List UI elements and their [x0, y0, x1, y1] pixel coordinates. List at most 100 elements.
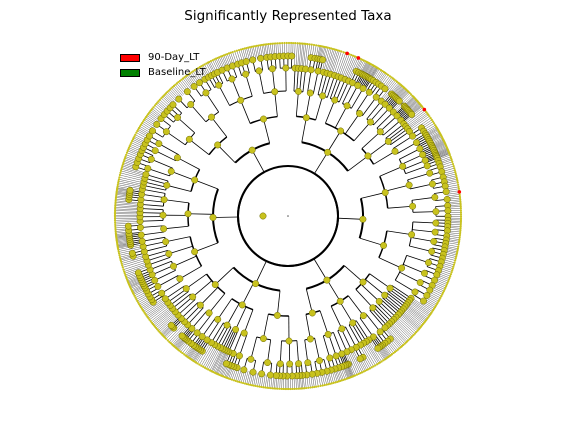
legend: 90-Day_LT Baseline_LT	[120, 50, 206, 80]
leaf-branch	[118, 182, 143, 188]
leaf-node	[459, 207, 462, 210]
leaf-node	[307, 386, 310, 389]
taxon-node	[391, 147, 399, 155]
leaf-branch	[337, 52, 346, 77]
clade-branch	[329, 76, 339, 99]
leaf-node	[355, 373, 358, 376]
taxon-node	[332, 352, 340, 360]
clade-branch	[245, 74, 253, 97]
taxon-node	[420, 297, 427, 305]
taxon-node	[144, 165, 152, 172]
leaf-branch	[155, 311, 176, 329]
leaf-node	[140, 121, 144, 125]
leaf-node	[378, 68, 381, 71]
taxon-node	[416, 279, 424, 286]
leaf-node	[250, 384, 254, 387]
leaf-branch	[263, 374, 266, 388]
leaf-node	[113, 211, 117, 214]
leaf-node	[451, 269, 454, 272]
leaf-node	[359, 372, 362, 375]
leaf-node	[452, 165, 455, 168]
leaf-node	[287, 41, 291, 45]
taxon-node	[247, 355, 255, 363]
clade-branch	[143, 184, 166, 191]
clade-branch	[148, 256, 171, 266]
clade-branch	[214, 324, 227, 345]
leaf-node	[253, 45, 257, 48]
clade-branch	[313, 258, 328, 281]
clade-branch	[276, 290, 281, 316]
leaf-node	[114, 201, 117, 204]
leaf-branch	[386, 326, 404, 346]
taxon-node	[431, 228, 439, 236]
taxon-node	[151, 147, 159, 155]
leaf-branch	[215, 350, 227, 374]
leaf-node	[289, 387, 292, 391]
taxon-node	[386, 284, 394, 292]
taxon-node	[211, 281, 219, 289]
leaf-node	[303, 42, 306, 45]
leaf-node	[193, 69, 196, 72]
taxon-node	[374, 344, 382, 352]
clade-branch	[337, 217, 363, 220]
leaf-node	[403, 342, 406, 345]
leaf-node	[260, 385, 263, 389]
leaf-node	[396, 348, 399, 351]
clade-branch	[360, 284, 380, 302]
clade-branch	[353, 121, 371, 142]
leaf-node	[455, 253, 458, 257]
clade-branch	[382, 297, 401, 314]
clade-branch	[218, 84, 230, 106]
leaf-node	[224, 53, 227, 56]
clade-branch	[390, 286, 410, 301]
taxon-node	[271, 88, 279, 96]
clade-branch	[351, 88, 364, 109]
leaf-branch	[152, 308, 173, 325]
clade-branch	[228, 330, 239, 352]
taxon-node	[196, 79, 204, 87]
leaf-node	[125, 153, 128, 156]
clade-branch	[231, 78, 242, 101]
clade-branch	[342, 82, 353, 104]
taxon-node	[257, 54, 265, 62]
clade-branch	[177, 157, 200, 170]
leaf-node	[123, 270, 126, 273]
leaf-branch	[406, 111, 427, 128]
leaf-branch	[446, 192, 460, 195]
clade-branch	[369, 273, 391, 289]
leaf-node	[459, 213, 463, 216]
clade-branch	[151, 265, 174, 276]
leaf-node	[260, 43, 264, 47]
leaf-branch	[329, 49, 337, 74]
taxon-node	[138, 237, 146, 245]
clade-branch	[169, 291, 189, 306]
clade-branch	[154, 270, 176, 281]
leaf-branch	[122, 258, 147, 266]
leaf-branch	[408, 116, 430, 131]
clade-branch	[385, 294, 404, 310]
leaf-node	[455, 174, 458, 177]
leaf-branch	[144, 298, 166, 313]
leaf-node	[459, 203, 462, 206]
leaf-branch	[346, 351, 358, 375]
leaf-node	[325, 383, 328, 386]
clade-branch	[355, 320, 370, 341]
taxon-node	[431, 193, 439, 201]
leaf-node	[247, 46, 250, 49]
taxon-node	[285, 337, 293, 345]
leaf-branch	[182, 78, 192, 89]
leaf-branch	[385, 327, 403, 347]
taxon-node	[288, 52, 296, 60]
taxon-node	[259, 335, 267, 343]
clade-branch	[145, 174, 169, 182]
leaf-node	[433, 122, 436, 125]
leaf-node	[137, 301, 140, 304]
branch-group	[114, 42, 462, 390]
taxon-node	[364, 152, 372, 160]
leaf-node	[452, 263, 456, 266]
clade-branch	[328, 334, 337, 357]
leaf-node	[459, 230, 462, 234]
leaf-branch	[300, 43, 303, 69]
taxon-node	[380, 242, 388, 249]
taxon-node	[376, 328, 384, 336]
